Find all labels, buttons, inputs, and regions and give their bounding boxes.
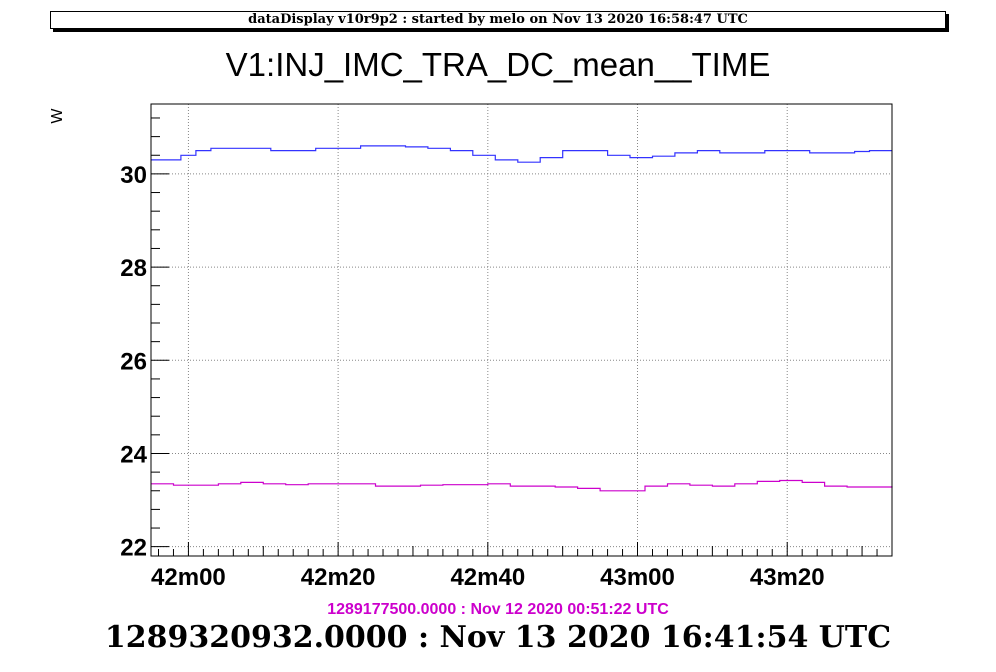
x-tick-label: 42m40 (450, 564, 525, 591)
y-tick-label: 22 (120, 535, 147, 562)
plot-frame (150, 103, 893, 557)
reference-time: 1289177500.0000 : Nov 12 2020 00:51:22 U… (327, 601, 669, 618)
series-line-2 (151, 479, 893, 492)
x-tick-label: 43m00 (600, 564, 675, 591)
main-time: 1289320932.0000 : Nov 13 2020 16:41:54 U… (104, 620, 892, 655)
grid (151, 104, 892, 556)
x-tick-label: 42m00 (151, 564, 226, 591)
x-tick-label: 42m20 (301, 564, 376, 591)
x-tick-label: 43m20 (750, 564, 825, 591)
axis-labels: 22 24 26 28 30 42m00 42m20 42m40 43m00 43m20 (120, 162, 824, 591)
chart-title: V1:INJ_IMC_TRA_DC_mean__TIME (225, 46, 771, 83)
plot-area: 22 24 26 28 30 42m00 42m20 42m40 43m00 43m20 W (49, 103, 893, 591)
y-axis-label: W (49, 108, 66, 124)
y-tick-label: 26 (120, 348, 147, 375)
series-group (151, 145, 893, 492)
y-tick-label: 24 (120, 441, 147, 468)
axis-ticks (151, 117, 878, 556)
y-tick-label: 30 (120, 162, 147, 189)
y-tick-label: 28 (120, 255, 147, 282)
banner: dataDisplay v10r9p2 : started by melo on… (50, 11, 946, 29)
series-line-1 (151, 145, 892, 163)
